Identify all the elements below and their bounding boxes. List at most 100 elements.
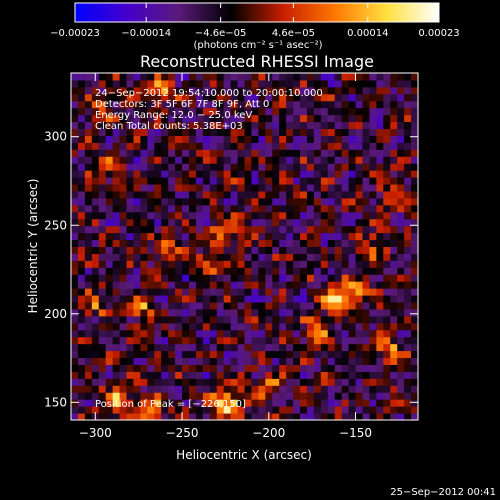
heatmap-cell [383,343,391,352]
heatmap-cell [300,322,308,331]
heatmap-cell [126,406,134,414]
heatmap-cell [230,302,239,310]
heatmap-cell [397,184,405,192]
heatmap-cell [411,329,419,338]
heatmap-cell [209,343,218,352]
heatmap-cell [376,274,384,282]
heatmap-cell [258,364,266,372]
heatmap-cell [411,385,419,393]
heatmap-cell [404,170,412,178]
heatmap-cell [133,406,141,414]
heatmap-cell [188,308,197,317]
heatmap-cell [182,149,190,157]
heatmap-cell [383,93,391,102]
heatmap-cell [230,253,239,261]
heatmap-cell [154,260,162,268]
heatmap-cell [272,128,280,136]
heatmap-cell [161,163,169,171]
heatmap-cell [369,79,377,88]
heatmap-cell [230,93,239,102]
heatmap-cell [91,295,100,303]
heatmap-cell [161,128,169,136]
heatmap-cell [258,197,266,206]
heatmap-cell [341,399,350,407]
heatmap-cell [244,86,252,95]
heatmap-cell [383,218,391,227]
heatmap-cell [341,343,350,352]
heatmap-cell [355,399,363,407]
heatmap-cell [341,79,350,88]
heatmap-cell [279,197,287,206]
heatmap-cell [251,114,259,123]
heatmap-cell [119,343,128,352]
heatmap-cell [84,302,93,310]
heatmap-cell [300,197,308,206]
heatmap-cell [216,93,225,102]
heatmap-cell [188,204,197,213]
heatmap-cell [154,288,162,296]
heatmap-cell [202,197,211,206]
heatmap-cell [258,239,266,247]
heatmap-cell [84,274,93,282]
heatmap-cell [320,392,329,400]
heatmap-cell [112,107,121,116]
heatmap-cell [286,302,294,310]
heatmap-cell [188,274,197,282]
heatmap-cell [272,239,280,247]
heatmap-cell [258,121,266,130]
heatmap-cell [376,336,384,345]
heatmap-cell [175,371,183,379]
heatmap-cell [251,308,259,317]
heatmap-cell [320,302,329,310]
heatmap-cell [188,86,197,95]
heatmap-cell [341,281,350,289]
heatmap-cell [293,302,301,310]
heatmap-cell [300,225,308,234]
heatmap-cell [175,107,183,116]
heatmap-cell [133,114,141,123]
heatmap-cell [77,73,86,81]
heatmap-cell [306,107,315,116]
heatmap-cell [286,232,294,241]
heatmap-cell [182,107,190,116]
heatmap-cell [175,308,183,317]
heatmap-cell [77,128,86,136]
heatmap-cell [154,190,162,199]
heatmap-cell [98,288,107,296]
heatmap-cell [91,79,100,88]
heatmap-cell [334,232,343,241]
heatmap-cell [411,392,419,400]
heatmap-cell [258,184,266,192]
heatmap-cell [251,385,259,393]
heatmap-cell [188,177,197,185]
heatmap-cell [362,218,370,227]
heatmap-cell [244,177,252,185]
heatmap-cell [272,378,280,386]
heatmap-cell [168,350,176,359]
heatmap-cell [355,121,363,130]
heatmap-cell [369,218,377,227]
heatmap-cell [105,246,114,254]
heatmap-cell [161,336,169,345]
heatmap-cell [84,79,93,88]
heatmap-cell [175,86,183,95]
heatmap-cell [175,197,183,206]
heatmap-cell [306,239,315,247]
heatmap-cell [147,218,155,227]
heatmap-cell [300,260,308,268]
heatmap-cell [91,302,100,310]
heatmap-cell [133,170,141,178]
heatmap-cell [223,93,232,102]
heatmap-cell [362,392,370,400]
heatmap-cell [369,336,377,345]
heatmap-cell [293,225,301,234]
heatmap-cell [91,128,100,136]
heatmap-cell [91,135,100,143]
heatmap-cell [175,260,183,268]
heatmap-cell [244,336,252,345]
heatmap-cell [195,246,204,254]
heatmap-cell [404,114,412,123]
heatmap-cell [216,274,225,282]
heatmap-cell [320,406,329,414]
heatmap-cell [223,128,232,136]
